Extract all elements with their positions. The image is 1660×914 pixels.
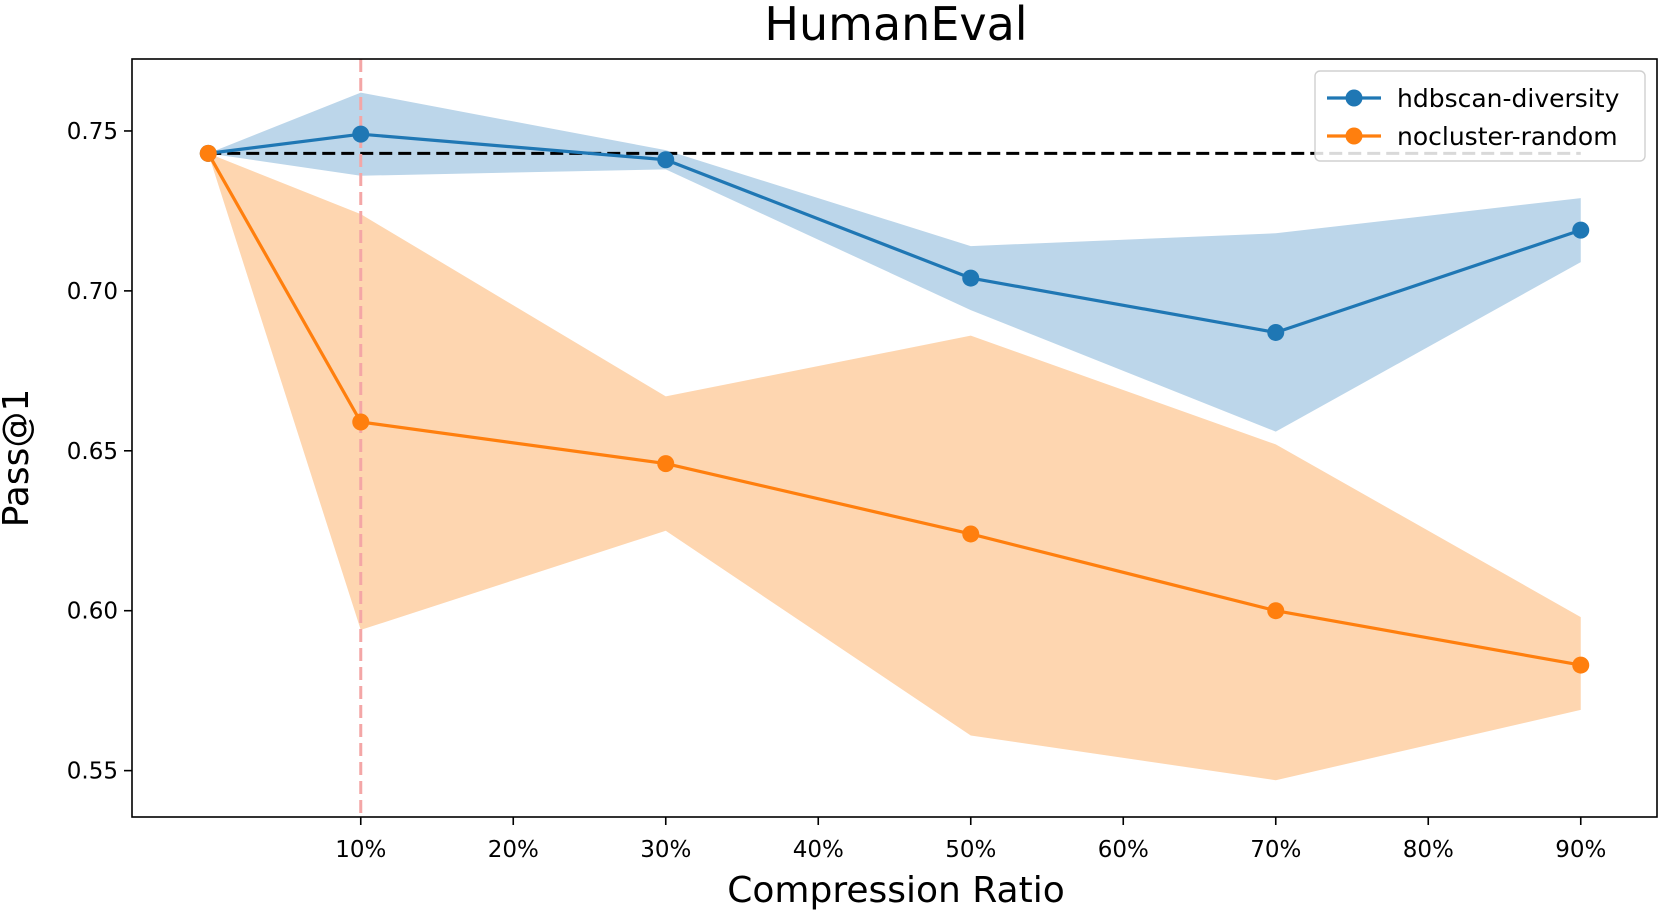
y-axis-title: Pass@1 — [0, 389, 37, 528]
data-point-nocluster-random — [199, 144, 217, 162]
band-hdbscan-diversity — [208, 92, 1581, 432]
y-tick-label: 0.55 — [67, 759, 118, 785]
series-line-hdbscan-diversity — [208, 132, 1582, 335]
y-tick-label: 0.60 — [67, 599, 118, 625]
series-line-nocluster-random — [206, 152, 1582, 667]
series-points — [199, 125, 1590, 674]
x-tick-label: 70% — [1250, 837, 1301, 863]
y-tick-label: 0.70 — [67, 279, 118, 305]
legend-swatch-marker — [1345, 89, 1363, 107]
data-point-hdbscan-diversity — [352, 125, 370, 143]
data-point-nocluster-random — [352, 413, 370, 431]
data-point-hdbscan-diversity — [962, 269, 980, 287]
band-nocluster-random — [208, 153, 1581, 781]
x-axis-title: Compression Ratio — [727, 870, 1064, 911]
y-tick-label: 0.75 — [67, 119, 118, 145]
x-tick-label: 20% — [488, 837, 539, 863]
legend-box — [1314, 70, 1646, 162]
legend-label: nocluster-random — [1397, 122, 1618, 151]
legend-label: hdbscan-diversity — [1397, 84, 1620, 113]
data-point-hdbscan-diversity — [1572, 221, 1590, 239]
x-tick-label: 40% — [793, 837, 844, 863]
plot-frame — [131, 58, 1658, 818]
x-tick-label: 30% — [640, 837, 691, 863]
data-point-nocluster-random — [657, 455, 675, 473]
x-tick-label: 10% — [335, 837, 386, 863]
data-point-nocluster-random — [1572, 656, 1590, 674]
confidence-bands — [208, 92, 1581, 781]
data-point-nocluster-random — [1267, 602, 1285, 620]
y-tick-label: 0.65 — [67, 439, 118, 465]
data-point-hdbscan-diversity — [657, 151, 675, 169]
legend-swatch-marker — [1345, 127, 1363, 145]
x-tick-label: 60% — [1098, 837, 1149, 863]
x-axis-ticks: 10% 20% 30% 40% 50% 60% 70% 80% 90% — [335, 817, 1606, 863]
data-point-nocluster-random — [962, 525, 980, 543]
x-tick-label: 90% — [1555, 837, 1606, 863]
x-tick-label: 80% — [1403, 837, 1454, 863]
chart-title: HumanEval — [764, 0, 1027, 51]
x-tick-label: 50% — [945, 837, 996, 863]
legend: hdbscan-diversity nocluster-random — [1314, 70, 1646, 162]
data-point-hdbscan-diversity — [1267, 323, 1285, 341]
series-lines — [206, 132, 1582, 667]
y-axis-ticks: 0.55 0.60 0.65 0.70 0.75 — [67, 119, 132, 785]
